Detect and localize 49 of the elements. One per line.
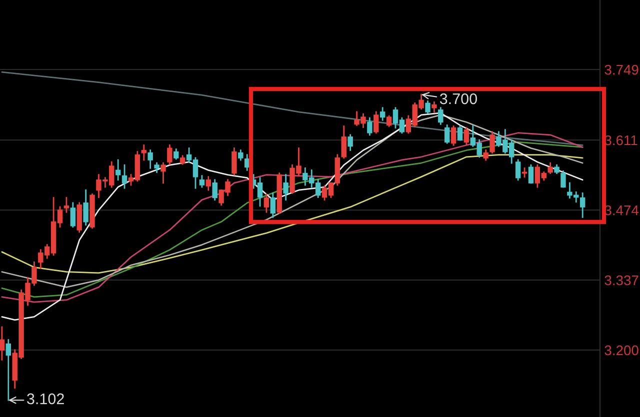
candlestick bbox=[83, 189, 88, 226]
candlestick bbox=[115, 159, 121, 181]
candlestick bbox=[154, 162, 160, 173]
candlestick bbox=[367, 117, 372, 136]
candlestick bbox=[580, 192, 586, 218]
candlestick bbox=[425, 100, 430, 114]
candlestick bbox=[270, 192, 276, 218]
candlestick bbox=[264, 193, 270, 213]
candlestick bbox=[257, 177, 263, 207]
candlestick bbox=[70, 202, 76, 228]
candlestick bbox=[380, 107, 386, 121]
annotation: 3.102 bbox=[27, 393, 64, 404]
candlestick bbox=[548, 162, 553, 174]
candlestick bbox=[283, 174, 288, 201]
candlestick bbox=[212, 179, 218, 201]
y-tick-label: 3.611 bbox=[604, 135, 638, 146]
candlestick bbox=[483, 150, 488, 161]
candlestick bbox=[0, 326, 5, 360]
candlestick bbox=[348, 134, 353, 151]
candlestick bbox=[450, 126, 456, 146]
candlestick bbox=[560, 170, 566, 188]
candlestick bbox=[238, 150, 244, 161]
candlestick bbox=[122, 164, 128, 189]
candlestick bbox=[167, 144, 172, 165]
candlestick bbox=[464, 127, 470, 145]
candlestick bbox=[174, 148, 179, 160]
candlestick bbox=[515, 159, 521, 181]
candlestick bbox=[457, 126, 463, 141]
candlestick bbox=[6, 339, 11, 401]
candlestick bbox=[341, 126, 346, 159]
candlestick bbox=[432, 102, 437, 113]
line-series bbox=[1, 71, 584, 146]
candlestick bbox=[148, 150, 153, 169]
candlestick bbox=[232, 148, 237, 176]
candlestick bbox=[206, 176, 211, 191]
y-tick-label: 3.200 bbox=[604, 345, 638, 356]
candlestick bbox=[490, 131, 495, 154]
annotation: 3.700 bbox=[440, 93, 477, 104]
candlestick bbox=[64, 197, 70, 213]
candlestick bbox=[438, 107, 444, 125]
candlestick bbox=[528, 164, 534, 184]
candlestick bbox=[386, 115, 392, 127]
candlestick bbox=[199, 175, 205, 188]
candlestick bbox=[444, 124, 450, 144]
y-tick-label: 3.337 bbox=[604, 275, 638, 286]
y-tick-label: 3.474 bbox=[604, 205, 639, 216]
candlestick bbox=[160, 162, 166, 184]
y-tick-label: 3.749 bbox=[604, 64, 638, 75]
candlestick bbox=[374, 111, 379, 134]
